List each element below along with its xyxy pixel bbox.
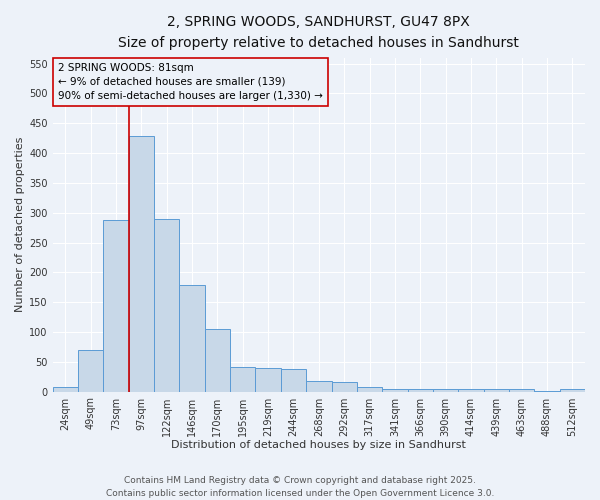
- Bar: [382, 389, 407, 392]
- Bar: [230, 366, 256, 392]
- Bar: [407, 389, 433, 392]
- Bar: [78, 350, 103, 392]
- Text: Contains HM Land Registry data © Crown copyright and database right 2025.
Contai: Contains HM Land Registry data © Crown c…: [106, 476, 494, 498]
- Bar: [509, 389, 535, 392]
- Bar: [484, 389, 509, 392]
- Text: 2 SPRING WOODS: 81sqm
← 9% of detached houses are smaller (139)
90% of semi-deta: 2 SPRING WOODS: 81sqm ← 9% of detached h…: [58, 62, 323, 100]
- Bar: [179, 286, 205, 392]
- Bar: [535, 391, 560, 392]
- X-axis label: Distribution of detached houses by size in Sandhurst: Distribution of detached houses by size …: [172, 440, 466, 450]
- Bar: [281, 369, 306, 392]
- Bar: [53, 388, 78, 392]
- Bar: [205, 329, 230, 392]
- Bar: [129, 136, 154, 392]
- Bar: [458, 389, 484, 392]
- Bar: [256, 368, 281, 392]
- Title: 2, SPRING WOODS, SANDHURST, GU47 8PX
Size of property relative to detached house: 2, SPRING WOODS, SANDHURST, GU47 8PX Siz…: [118, 15, 519, 50]
- Bar: [154, 218, 179, 392]
- Bar: [357, 388, 382, 392]
- Y-axis label: Number of detached properties: Number of detached properties: [15, 137, 25, 312]
- Bar: [433, 389, 458, 392]
- Bar: [306, 381, 332, 392]
- Bar: [560, 389, 585, 392]
- Bar: [332, 382, 357, 392]
- Bar: [103, 220, 129, 392]
